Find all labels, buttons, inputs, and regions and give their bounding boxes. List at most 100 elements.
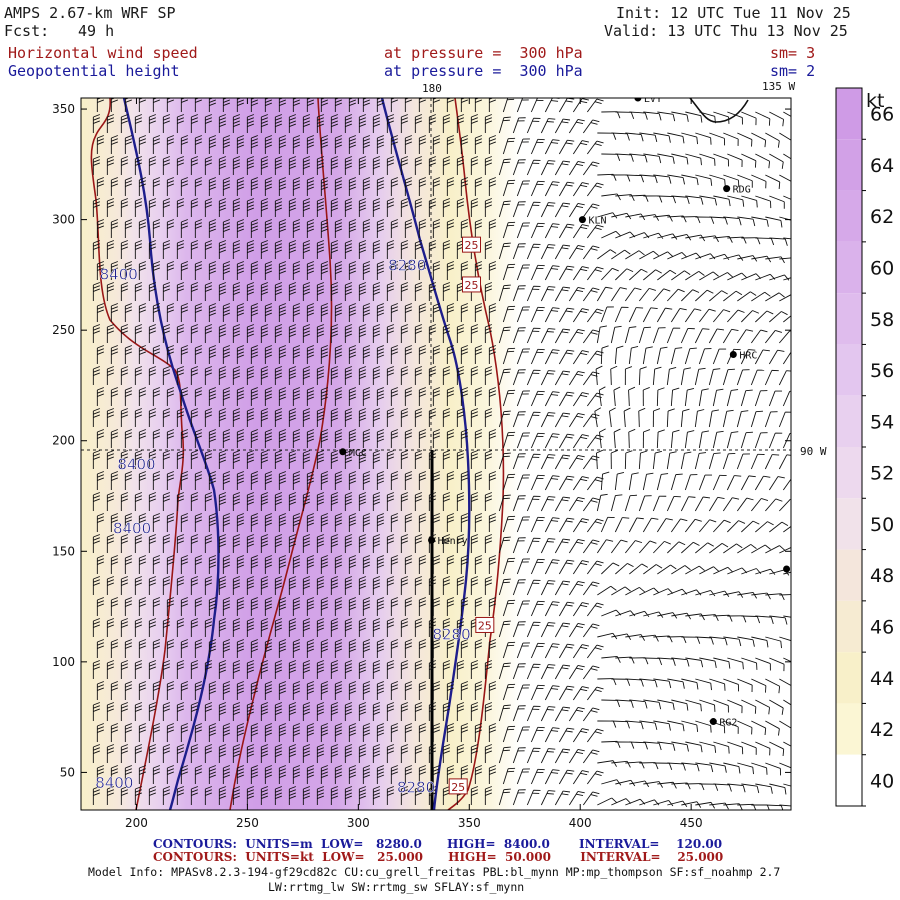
wind-barb [568, 455, 585, 470]
wind-barb [208, 723, 216, 742]
wind-barb [779, 292, 791, 302]
wind-barb [320, 261, 328, 280]
wind-barb [540, 244, 556, 260]
wind-barb [124, 429, 132, 448]
wind-barb [134, 618, 142, 637]
wind-barb [236, 597, 244, 616]
wind-barb [670, 387, 680, 407]
wind-barb [750, 410, 763, 428]
wind-barb [610, 287, 627, 302]
wind-barb [390, 429, 398, 448]
wind-barb [176, 114, 184, 133]
wind-barb [120, 324, 128, 343]
wind-barb [460, 303, 468, 322]
wind-barb [120, 576, 128, 595]
wind-barb [148, 282, 156, 301]
wind-barb [334, 513, 342, 532]
wind-barb [414, 744, 422, 763]
wind-barb [362, 219, 370, 238]
wind-barb [530, 222, 545, 239]
wind-barb [526, 537, 541, 554]
wind-barb [176, 240, 184, 259]
wind-barb [246, 282, 254, 301]
wind-barb [92, 156, 100, 175]
wind-barb [204, 618, 212, 637]
wind-barb [428, 198, 436, 217]
wind-barb [390, 177, 398, 196]
wind-barb [586, 644, 604, 659]
wind-barb [708, 368, 721, 386]
wind-barb [764, 369, 779, 386]
wind-barb [554, 244, 571, 260]
wind-barb [190, 198, 198, 217]
wind-barb [386, 450, 394, 469]
wind-barb [681, 762, 700, 772]
wind-barb [484, 366, 492, 385]
wind-barb [190, 744, 198, 763]
wind-barb [694, 452, 707, 470]
wind-barb [96, 471, 104, 490]
wind-barb [400, 114, 408, 133]
x-tick-label: 400 [569, 816, 592, 830]
wind-barb [741, 520, 760, 533]
wind-barb [488, 639, 496, 658]
model-title: AMPS 2.67-km WRF SP [4, 4, 176, 22]
wind-barb [120, 408, 128, 427]
wind-barb [516, 222, 530, 239]
wind-barb [250, 723, 258, 742]
x-tick-label: 350 [458, 816, 481, 830]
wind-barb [726, 431, 739, 449]
wind-barb [316, 240, 324, 259]
wind-barb [92, 324, 100, 343]
wind-barb [362, 135, 370, 154]
wind-barb [657, 699, 675, 710]
wind-barb [456, 198, 464, 217]
height-contour-label: 8400 [100, 265, 138, 283]
wind-barb [344, 786, 352, 805]
y-tick-label: 200 [52, 434, 75, 448]
wind-barb [611, 720, 630, 729]
wind-barb [502, 725, 516, 743]
wind-barb [418, 597, 426, 616]
wind-barb [376, 303, 384, 322]
wind-barb [232, 618, 240, 637]
wind-barb [362, 345, 370, 364]
wind-barb [120, 156, 128, 175]
wind-barb [568, 749, 585, 764]
wind-barb [414, 408, 422, 427]
wind-barb [390, 303, 398, 322]
wind-barb [470, 408, 478, 427]
wind-barb [236, 681, 244, 700]
wind-barb [680, 327, 695, 344]
station-label: RDG [733, 185, 751, 196]
wind-barb [218, 366, 226, 385]
wind-barb [769, 153, 784, 169]
wind-barb [639, 634, 659, 642]
wind-barb [250, 261, 258, 280]
wind-barb [723, 543, 743, 554]
station-dot [339, 448, 347, 456]
wind-barb [488, 387, 496, 406]
wind-barb [120, 492, 128, 511]
wind-barb [751, 174, 767, 189]
wind-barb [264, 681, 272, 700]
wind-barb [404, 261, 412, 280]
wind-barb [768, 432, 783, 449]
wind-barb [376, 219, 384, 238]
wind-barb [194, 681, 202, 700]
wind-barb [166, 345, 174, 364]
wind-barb [204, 450, 212, 469]
wind-barb [597, 760, 617, 767]
wind-barb [372, 660, 380, 679]
wind-barb [278, 219, 286, 238]
colorbar-swatch [836, 88, 862, 140]
wind-barb [502, 347, 516, 365]
wind-barb [376, 513, 384, 532]
wind-barb [750, 369, 765, 386]
wind-barb [460, 261, 468, 280]
wind-barb [488, 513, 496, 532]
wind-barb [671, 111, 689, 122]
wind-barb [110, 429, 118, 448]
wind-barb [306, 177, 314, 196]
wind-barb [558, 349, 575, 365]
